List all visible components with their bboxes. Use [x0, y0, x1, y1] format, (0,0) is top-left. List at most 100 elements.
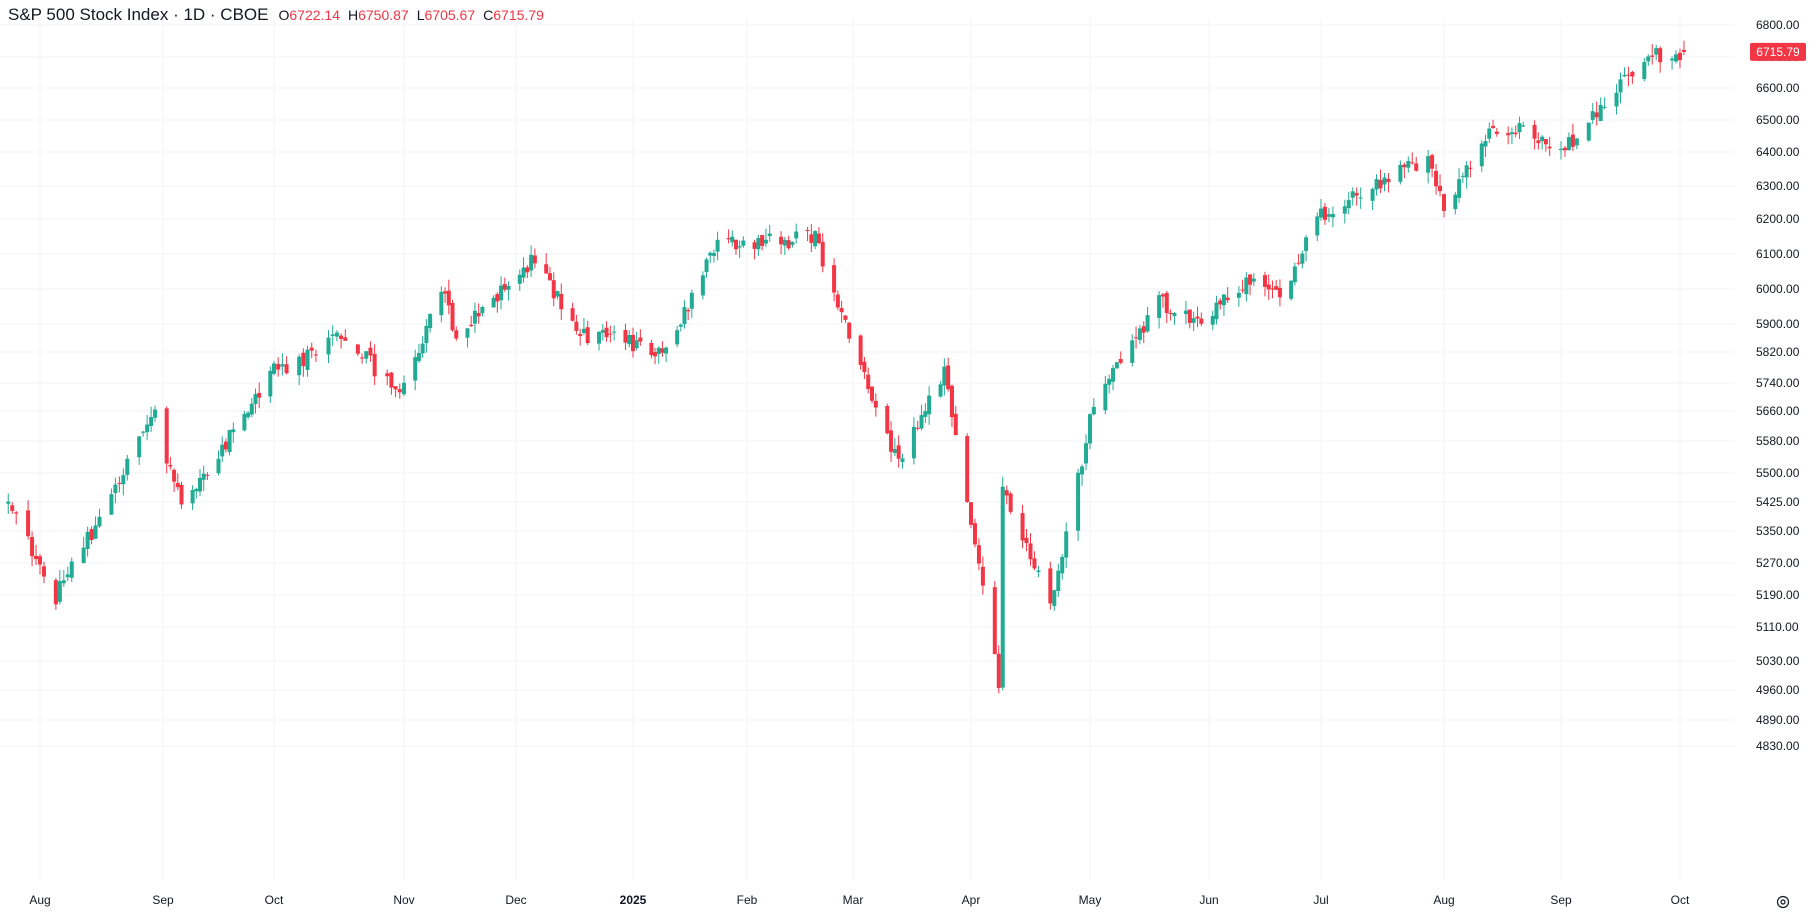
candle-body	[525, 267, 529, 272]
candle-up	[402, 375, 406, 396]
candle-down	[1536, 132, 1540, 149]
candle-body	[98, 517, 102, 527]
candle-body	[1382, 178, 1386, 185]
candle-up	[125, 455, 129, 481]
candle-up	[738, 241, 742, 258]
candle-body	[1347, 200, 1351, 208]
candle-body	[1379, 180, 1383, 188]
candle-up	[1347, 192, 1351, 215]
candle-body	[469, 325, 473, 326]
candle-body	[1237, 293, 1241, 298]
candle-body	[1595, 112, 1599, 117]
candle-body	[58, 581, 62, 602]
candle-body	[1130, 340, 1134, 363]
candle-up	[428, 313, 432, 332]
candle-up	[1371, 188, 1375, 211]
candle-body	[1457, 179, 1461, 198]
candle-body	[1514, 133, 1518, 134]
candle-down	[1626, 67, 1630, 86]
candle-body	[760, 235, 764, 246]
candle-up	[113, 477, 117, 503]
candle-body	[1480, 144, 1484, 167]
candle-up	[900, 454, 904, 469]
candle-body	[1300, 254, 1304, 264]
candle-up	[1300, 251, 1304, 269]
candle-up	[1343, 200, 1347, 224]
candle-body	[1088, 414, 1092, 443]
y-tick-label: 5740.00	[1756, 376, 1800, 390]
candle-body	[1619, 79, 1623, 92]
candle-body	[1157, 295, 1161, 318]
candle-up	[141, 431, 145, 437]
candle-up	[1315, 212, 1319, 241]
candle-down	[42, 561, 46, 583]
candle-body	[480, 307, 484, 313]
candle-body	[1080, 466, 1084, 474]
candle-up	[121, 468, 125, 495]
candle-down	[977, 538, 981, 570]
candle-body	[1278, 288, 1282, 297]
candle-down	[1495, 128, 1499, 137]
candle-body	[176, 483, 180, 487]
time-axis[interactable]: Aug Sep Oct Nov Dec 2025 Feb Mar Apr May Jun Jul Aug…	[29, 893, 1690, 907]
candle-up	[331, 325, 335, 346]
candle-down	[840, 301, 844, 323]
candle-body	[612, 332, 616, 333]
candle-body	[1115, 362, 1119, 368]
candle-down	[469, 316, 473, 327]
gear-icon[interactable]	[1773, 892, 1793, 912]
candle-up	[268, 367, 272, 403]
candle-down	[608, 326, 612, 343]
candle-up	[473, 303, 477, 333]
candle-body	[1544, 139, 1548, 144]
candle-down	[1678, 49, 1682, 69]
candle-body	[969, 502, 973, 525]
candle-body	[364, 351, 368, 359]
y-tick-label: 6200.00	[1756, 212, 1800, 226]
candle-down	[574, 315, 578, 335]
candle-down	[950, 384, 954, 427]
candle-body	[821, 242, 825, 267]
candle-body	[559, 294, 563, 309]
candle-up	[1064, 522, 1068, 568]
candle-up	[716, 232, 720, 261]
candle-up	[1375, 174, 1379, 195]
candle-up	[1111, 365, 1115, 390]
candle-body	[217, 459, 221, 473]
symbol-title[interactable]: S&P 500 Stock Index · 1D · CBOE	[8, 5, 268, 25]
candle-up	[794, 224, 798, 244]
candle-body	[272, 363, 276, 373]
candle-down	[1650, 44, 1654, 64]
candle-body	[1517, 123, 1521, 132]
y-tick-label: 4890.00	[1756, 713, 1800, 727]
candle-down	[1169, 309, 1173, 320]
candle-body	[1009, 494, 1013, 512]
candle-body	[1244, 277, 1248, 294]
candle-body	[862, 362, 866, 372]
candle-body	[477, 313, 481, 316]
candle-down	[836, 290, 840, 310]
price-axis[interactable]: 6800.006700.006600.006500.006400.006300.…	[1756, 18, 1800, 753]
candle-down	[451, 300, 455, 332]
candle-up	[1575, 138, 1579, 149]
candle-up	[191, 485, 195, 510]
candle-body	[1092, 407, 1096, 414]
candle-body	[1506, 133, 1510, 135]
candle-up	[1619, 73, 1623, 104]
candle-body	[1025, 538, 1029, 543]
candle-down	[1188, 309, 1192, 328]
candle-body	[1252, 279, 1256, 282]
candle-body	[1111, 368, 1115, 382]
candle-body	[623, 330, 627, 343]
candle-body	[783, 240, 787, 246]
candle-up	[657, 346, 661, 364]
candle-up	[690, 290, 694, 318]
candle-body	[1134, 337, 1138, 338]
candle-up	[635, 332, 639, 351]
candle-up	[1587, 122, 1591, 141]
candle-body	[356, 344, 360, 353]
candle-body	[874, 401, 878, 408]
candle-body	[1386, 179, 1390, 182]
